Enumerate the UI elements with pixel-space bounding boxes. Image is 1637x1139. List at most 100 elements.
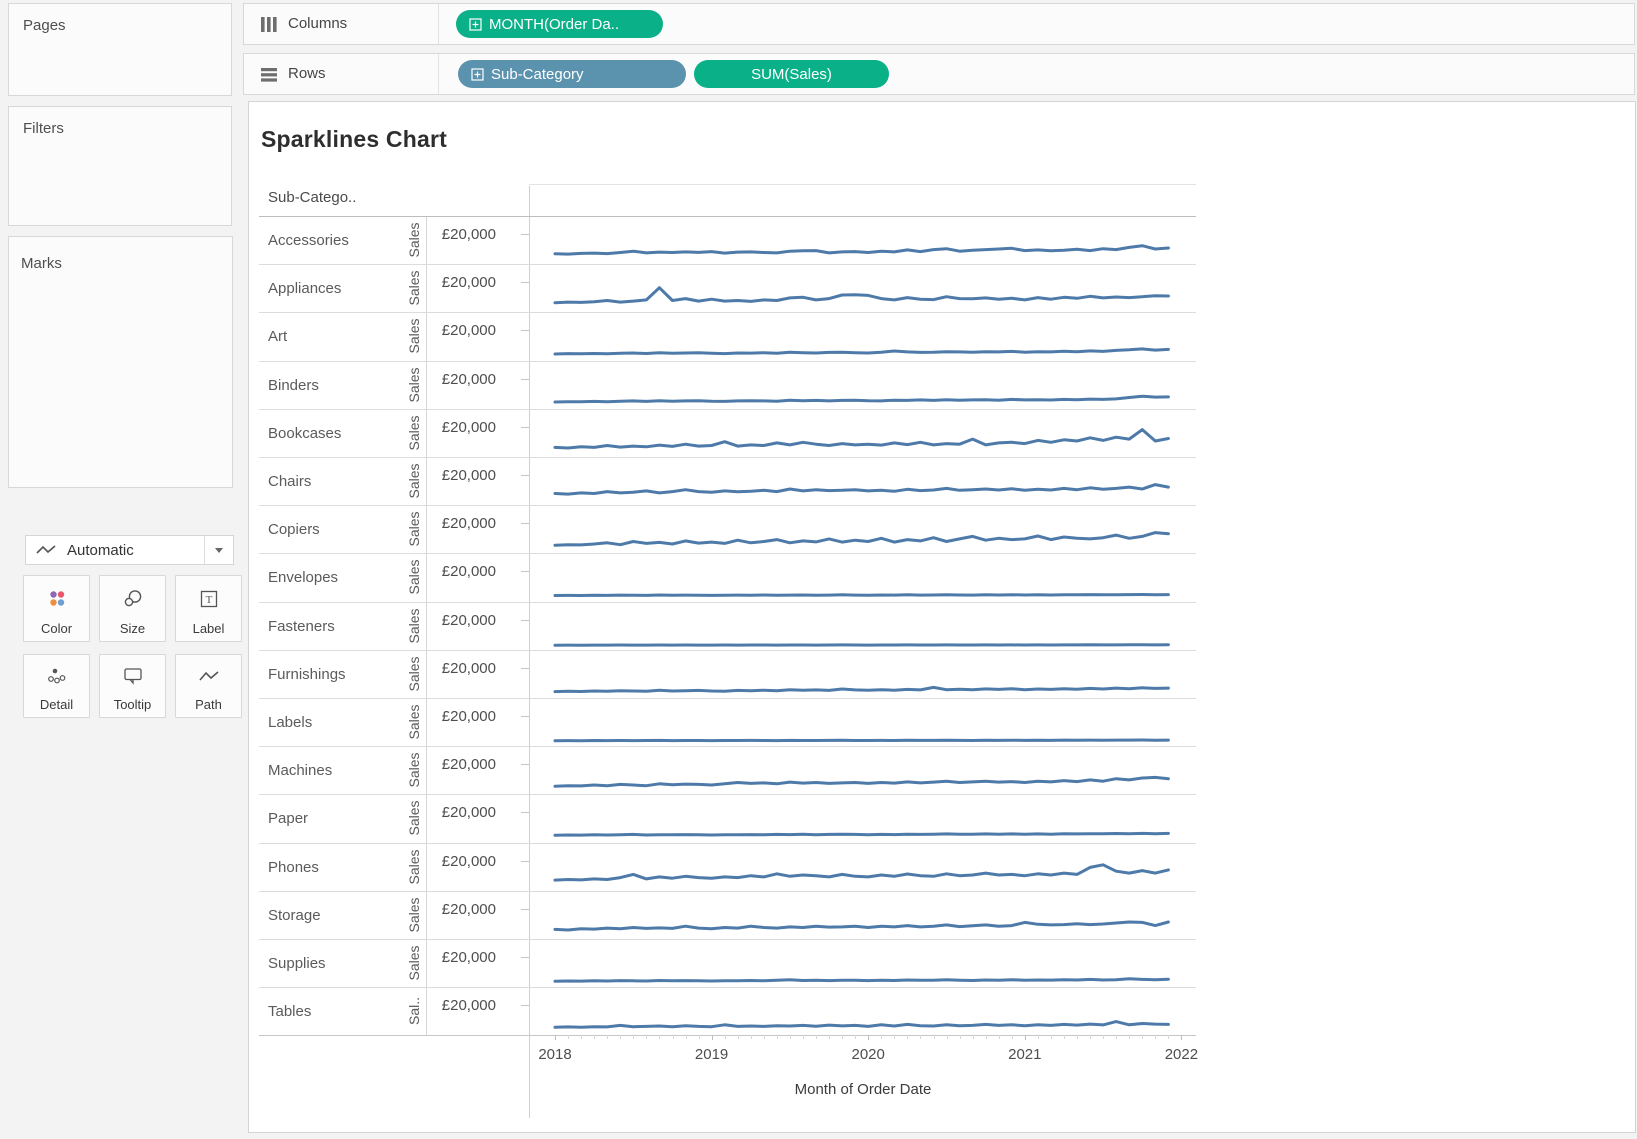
sparkline-machines[interactable] bbox=[530, 746, 1196, 794]
path-button[interactable]: Path bbox=[175, 654, 242, 718]
row-label-supplies[interactable]: Supplies bbox=[268, 955, 398, 972]
grid-line bbox=[259, 746, 1196, 747]
x-tick-mark bbox=[894, 1035, 895, 1039]
x-tick-mark bbox=[973, 1035, 974, 1039]
row-label-chairs[interactable]: Chairs bbox=[268, 473, 398, 490]
mark-type-caret[interactable] bbox=[204, 536, 233, 564]
detail-button-label: Detail bbox=[40, 697, 73, 712]
x-tick-mark bbox=[1116, 1035, 1117, 1039]
pill-sum-sales[interactable]: SUM(Sales) bbox=[694, 60, 889, 88]
sparkline-paper[interactable] bbox=[530, 794, 1196, 842]
pill-sub-category[interactable]: Sub-Category bbox=[458, 60, 686, 88]
x-tick-mark bbox=[686, 1035, 687, 1039]
color-button[interactable]: Color bbox=[23, 575, 90, 642]
label-button[interactable]: T Label bbox=[175, 575, 242, 642]
x-tick-mark bbox=[751, 1035, 752, 1039]
mark-type-dropdown[interactable]: Automatic bbox=[25, 535, 234, 565]
x-tick-mark bbox=[1051, 1035, 1052, 1039]
grid-line bbox=[259, 553, 1196, 554]
axis-field-label: Sales bbox=[406, 843, 422, 891]
pill-label: SUM(Sales) bbox=[751, 66, 832, 83]
size-button[interactable]: Size bbox=[99, 575, 166, 642]
pane-top-border bbox=[529, 184, 1196, 185]
marks-card-label: Marks bbox=[21, 255, 62, 272]
x-tick-mark bbox=[725, 1035, 726, 1039]
sparkline-supplies[interactable] bbox=[530, 939, 1196, 987]
row-label-art[interactable]: Art bbox=[268, 328, 398, 345]
row-label-furnishings[interactable]: Furnishings bbox=[268, 666, 398, 683]
row-label-envelopes[interactable]: Envelopes bbox=[268, 569, 398, 586]
grid-line bbox=[259, 312, 1196, 313]
detail-dots-icon bbox=[24, 655, 89, 697]
filters-shelf[interactable]: Filters bbox=[8, 106, 232, 226]
x-tick-mark bbox=[646, 1035, 647, 1039]
sparkline-storage[interactable] bbox=[530, 891, 1196, 939]
x-tick-label: 2019 bbox=[682, 1046, 742, 1063]
x-tick-mark bbox=[1025, 1035, 1026, 1040]
label-button-label: Label bbox=[193, 621, 225, 636]
y-tick-label: £20,000 bbox=[432, 708, 496, 725]
axis-field-label: Sal.. bbox=[406, 987, 422, 1035]
row-label-paper[interactable]: Paper bbox=[268, 810, 398, 827]
y-tick-label: £20,000 bbox=[432, 853, 496, 870]
sparkline-phones[interactable] bbox=[530, 843, 1196, 891]
y-tick-mark bbox=[521, 234, 529, 235]
svg-text:T: T bbox=[205, 594, 212, 606]
pages-shelf-label: Pages bbox=[23, 17, 66, 34]
grid-line bbox=[259, 939, 1196, 940]
rows-icon bbox=[260, 66, 278, 83]
x-tick-mark bbox=[594, 1035, 595, 1039]
sparkline-binders[interactable] bbox=[530, 361, 1196, 409]
rows-shelf[interactable]: Rows Sub-Category SUM(Sales) bbox=[243, 53, 1635, 95]
row-label-fasteners[interactable]: Fasteners bbox=[268, 618, 398, 635]
row-label-appliances[interactable]: Appliances bbox=[268, 280, 398, 297]
sparkline-tables[interactable] bbox=[530, 987, 1196, 1035]
x-tick-mark bbox=[986, 1035, 987, 1039]
row-label-binders[interactable]: Binders bbox=[268, 377, 398, 394]
x-tick-mark bbox=[803, 1035, 804, 1039]
row-label-labels[interactable]: Labels bbox=[268, 714, 398, 731]
row-label-phones[interactable]: Phones bbox=[268, 859, 398, 876]
y-tick-mark bbox=[521, 620, 529, 621]
sparkline-copiers[interactable] bbox=[530, 505, 1196, 553]
sparkline-accessories[interactable] bbox=[530, 216, 1196, 264]
y-tick-mark bbox=[521, 668, 529, 669]
y-tick-label: £20,000 bbox=[432, 804, 496, 821]
size-button-label: Size bbox=[120, 621, 145, 636]
y-tick-label: £20,000 bbox=[432, 274, 496, 291]
x-tick-mark bbox=[1155, 1035, 1156, 1039]
axis-field-label: Sales bbox=[406, 650, 422, 698]
x-tick-mark bbox=[1012, 1035, 1013, 1039]
row-label-bookcases[interactable]: Bookcases bbox=[268, 425, 398, 442]
sparkline-appliances[interactable] bbox=[530, 264, 1196, 312]
row-label-tables[interactable]: Tables bbox=[268, 1003, 398, 1020]
row-label-machines[interactable]: Machines bbox=[268, 762, 398, 779]
y-tick-label: £20,000 bbox=[432, 467, 496, 484]
sparkline-envelopes[interactable] bbox=[530, 553, 1196, 601]
sheet-title: Sparklines Chart bbox=[261, 126, 447, 153]
expand-icon[interactable] bbox=[471, 68, 484, 81]
row-label-accessories[interactable]: Accessories bbox=[268, 232, 398, 249]
sparkline-labels[interactable] bbox=[530, 698, 1196, 746]
columns-shelf[interactable]: Columns MONTH(Order Da.. bbox=[243, 3, 1635, 45]
columns-icon bbox=[260, 16, 278, 33]
sparkline-fasteners[interactable] bbox=[530, 602, 1196, 650]
y-tick-mark bbox=[521, 427, 529, 428]
pill-month-order-date[interactable]: MONTH(Order Da.. bbox=[456, 10, 663, 38]
pages-shelf[interactable]: Pages bbox=[8, 3, 232, 96]
row-label-storage[interactable]: Storage bbox=[268, 907, 398, 924]
sparkline-art[interactable] bbox=[530, 312, 1196, 360]
expand-icon[interactable] bbox=[469, 18, 482, 31]
sparkline-chairs[interactable] bbox=[530, 457, 1196, 505]
sparkline-furnishings[interactable] bbox=[530, 650, 1196, 698]
tooltip-button[interactable]: Tooltip bbox=[99, 654, 166, 718]
axis-field-label: Sales bbox=[406, 264, 422, 312]
y-tick-mark bbox=[521, 475, 529, 476]
row-label-copiers[interactable]: Copiers bbox=[268, 521, 398, 538]
detail-button[interactable]: Detail bbox=[23, 654, 90, 718]
sparkline-bookcases[interactable] bbox=[530, 409, 1196, 457]
x-tick-mark bbox=[1103, 1035, 1104, 1039]
y-tick-label: £20,000 bbox=[432, 756, 496, 773]
row-header-sub-category[interactable]: Sub-Catego.. bbox=[268, 189, 356, 206]
x-tick-mark bbox=[907, 1035, 908, 1039]
